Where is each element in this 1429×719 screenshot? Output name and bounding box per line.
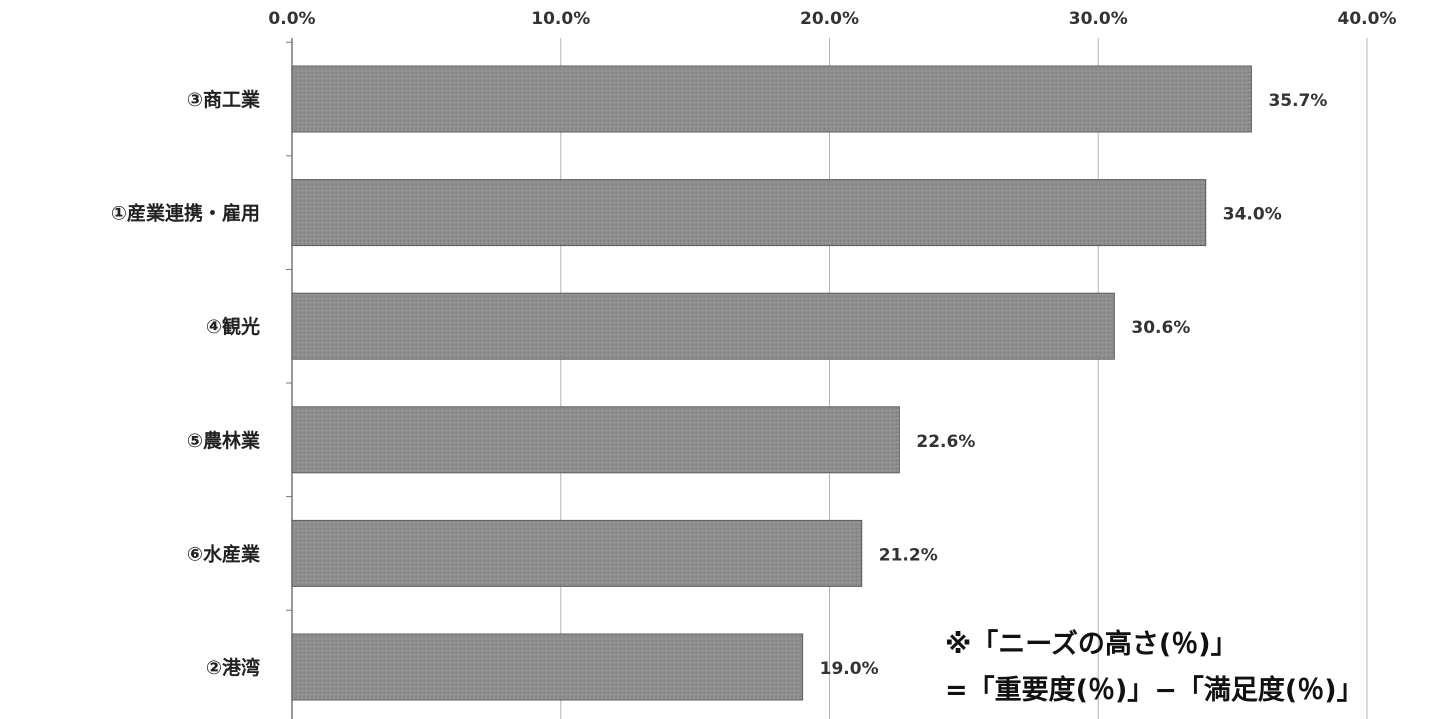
value-label: 35.7% [1268,91,1327,111]
category-label: ④観光 [206,315,260,338]
bar [291,633,804,701]
bar [291,179,1207,247]
x-tick-label: 10.0% [531,9,590,29]
x-tick-label: 40.0% [1338,9,1397,29]
value-label: 19.0% [820,659,879,679]
category-label: ①産業連携・雇用 [111,202,260,225]
annotation-line-1: ※「ニーズの高さ(％)」 [945,629,1238,660]
bars [291,65,1252,701]
bar [291,406,900,474]
category-label: ③商工業 [187,88,261,111]
value-label: 34.0% [1223,205,1282,225]
category-label: ②港湾 [206,656,260,679]
labels: 0.0% 10.0% 20.0% 30.0% 40.0% ③商工業 35.7% ①産業連携・雇… [111,9,1397,679]
value-label: 30.6% [1131,318,1190,338]
bar [291,292,1115,360]
bar [291,65,1252,133]
x-tick-label: 30.0% [1069,9,1128,29]
x-tick-label: 20.0% [800,9,859,29]
gridlines [560,38,1368,719]
bar [291,519,863,587]
value-label: 22.6% [916,432,975,452]
x-tick-label: 0.0% [268,9,315,29]
category-label: ⑤農林業 [187,429,261,452]
category-label: ⑥水産業 [187,542,261,565]
axes [286,38,293,719]
annotation-line-2: =「重要度(％)」−「満足度(％)」 [945,675,1364,706]
value-label: 21.2% [879,545,938,565]
